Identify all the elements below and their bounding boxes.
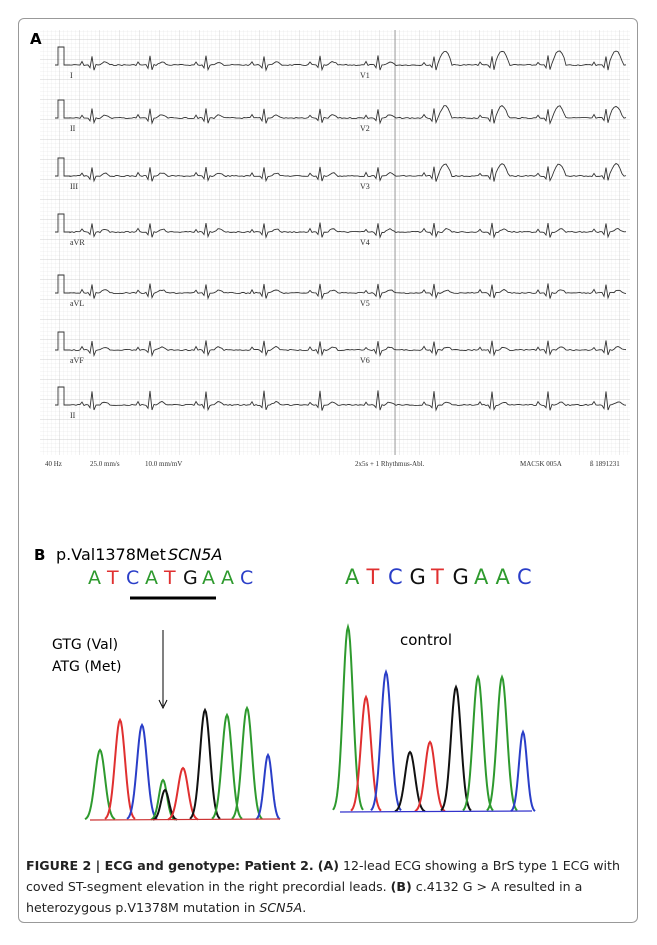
baseline (90, 819, 280, 820)
trace-peak (190, 710, 220, 819)
lead-label: II (70, 124, 76, 133)
base-letter: C (126, 567, 139, 589)
base-letter: A (202, 567, 215, 589)
trace-peak (463, 677, 493, 811)
trace-peak (105, 720, 135, 819)
ecg-footer: 25.0 mm/s (90, 460, 120, 468)
ecg-grid (40, 30, 630, 455)
lead-label: V2 (360, 124, 370, 133)
base-letter: C (517, 565, 532, 589)
lead-label: V6 (360, 356, 370, 365)
base-letter: T (106, 567, 119, 589)
trace-peak (511, 732, 535, 811)
mutation: p.Val1378Met (56, 545, 166, 564)
base-letter: G (453, 565, 469, 589)
base-letter: C (388, 565, 403, 589)
trace-peak (127, 725, 157, 819)
base-letter: A (88, 567, 101, 589)
trace-peak (415, 742, 445, 811)
control-label: control (400, 631, 452, 649)
trace-peak (487, 677, 517, 811)
lead-label: aVL (70, 299, 84, 308)
lead-label: V3 (360, 182, 370, 191)
lead-label: II (70, 411, 76, 420)
base-letter: T (163, 567, 176, 589)
lead-label: III (70, 182, 78, 191)
base-letter: G (410, 565, 426, 589)
caption-gene: SCN5A (259, 900, 302, 915)
caption-tag: (A) (318, 858, 339, 873)
base-letter: A (221, 567, 234, 589)
trace-peak (371, 672, 401, 810)
base-letter: C (240, 567, 253, 589)
trace-peak (256, 755, 280, 819)
caption-tag: (B) (391, 879, 412, 894)
lead-label: aVR (70, 238, 85, 247)
ecg-footer: 10.0 mm/mV (145, 460, 182, 468)
baseline (340, 811, 532, 812)
panel-label: A (30, 30, 42, 48)
trace-peak (441, 687, 471, 811)
lead-label: I (70, 71, 73, 80)
ecg-footer: MAC5K 005A (520, 460, 562, 468)
base-letter: A (474, 565, 489, 589)
base-letter: A (496, 565, 511, 589)
base-letter: A (145, 567, 158, 589)
ecg-footer: 40 Hz (45, 460, 62, 468)
lead-label: aVF (70, 356, 84, 365)
lead-label: V4 (360, 238, 370, 247)
caption: FIGURE 2 | ECG and genotype: Patient 2. … (26, 855, 638, 918)
page: A I V1 II V2 III V3 aVR V4 aVL V5 aVF V6 II 40 Hz 25.0… (0, 0, 657, 945)
gene: SCN5A (168, 545, 222, 564)
lead-label: V1 (360, 71, 370, 80)
base-letter: A (345, 565, 360, 589)
base-letter: T (430, 565, 444, 589)
caption-title: FIGURE 2 | ECG and genotype: Patient 2. (26, 858, 314, 873)
caption-text: . (302, 900, 306, 915)
trace-peak (232, 708, 262, 819)
base-letter: G (183, 567, 198, 589)
lead-label: V5 (360, 299, 370, 308)
ecg-footer: ß 1891231 (590, 460, 620, 468)
codon-ref: GTG (Val) (52, 637, 118, 653)
base-letter: T (366, 565, 380, 589)
panel-label: B (34, 546, 45, 564)
codon-alt: ATG (Met) (52, 659, 121, 675)
figure: A I V1 II V2 III V3 aVR V4 aVL V5 aVF V6 II 40 Hz 25.0… (0, 0, 657, 850)
ecg-footer: 2x5s + 1 Rhythmus-Abl. (355, 460, 425, 468)
